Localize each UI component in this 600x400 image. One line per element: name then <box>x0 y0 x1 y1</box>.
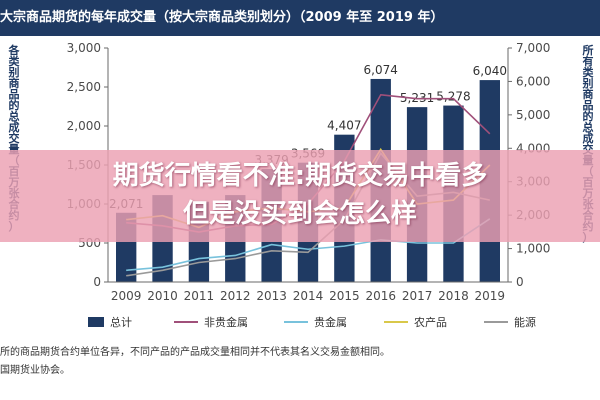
chart-legend: 总计 非贵金属 贵金属 农产品 能源 <box>88 312 598 334</box>
note-line-1: 所的商品期货合约单位各异，不同产品的产品成交量相同并不代表其名义交易金额相同。 <box>0 347 390 358</box>
legend-label: 农产品 <box>414 316 447 329</box>
x-tick-label: 2018 <box>438 289 469 303</box>
x-tick-label: 2016 <box>365 289 396 303</box>
overlay-banner: 期货行情看不准:期货交易中看多 但是没买到会怎么样 <box>0 150 600 242</box>
legend-item: 农产品 <box>384 314 447 330</box>
right-tick-label: 1,000 <box>516 242 550 256</box>
x-tick-label: 2010 <box>147 289 178 303</box>
legend-swatch <box>284 321 308 323</box>
right-tick-label: 0 <box>516 275 524 289</box>
legend-item: 贵金属 <box>284 314 347 330</box>
legend-label: 能源 <box>514 316 536 329</box>
x-tick-label: 2014 <box>293 289 324 303</box>
x-axis: 2009 2010 2011 2012 2013 2014 2015 2016 2017 2018… <box>108 281 508 303</box>
x-tick-label: 2012 <box>220 289 251 303</box>
bar-value-label: 5,278 <box>436 90 470 104</box>
banner-line-1: 期货行情看不准:期货交易中看多 <box>112 161 488 191</box>
x-tick-label: 2017 <box>402 289 433 303</box>
x-tick-label: 2015 <box>329 289 360 303</box>
x-tick-label: 2013 <box>256 289 287 303</box>
chart-title: 大宗商品期货的每年成交量（按大宗商品类别划分）（2009 年至 2019 年） <box>0 10 444 25</box>
legend-label: 贵金属 <box>314 316 347 329</box>
legend-label: 总计 <box>110 316 132 329</box>
legend-swatch <box>384 321 408 323</box>
left-tick-label: 2,500 <box>67 80 101 94</box>
right-tick-label: 5,000 <box>516 108 550 122</box>
left-tick-label: 3,000 <box>67 41 101 55</box>
legend-item: 总计 <box>88 314 132 330</box>
legend-label: 非贵金属 <box>204 316 248 329</box>
right-tick-label: 6,000 <box>516 74 550 88</box>
x-tick-label: 2009 <box>111 289 142 303</box>
x-tick-label: 2019 <box>475 289 506 303</box>
bar-value-label: 4,407 <box>327 119 361 133</box>
legend-swatch <box>484 321 508 323</box>
legend-item: 能源 <box>484 314 536 330</box>
legend-swatch <box>88 317 104 327</box>
note-line-2: 国期货业协会。 <box>0 365 70 376</box>
bar-value-label: 6,074 <box>364 63 398 77</box>
bar-value-label: 6,040 <box>473 64 507 78</box>
right-tick-label: 7,000 <box>516 41 550 55</box>
legend-item: 非贵金属 <box>174 314 248 330</box>
chart-title-bar: 大宗商品期货的每年成交量（按大宗商品类别划分）（2009 年至 2019 年） <box>0 0 600 36</box>
chart-notes: 所的商品期货合约单位各异，不同产品的产品成交量相同并不代表其名义交易金额相同。 … <box>0 344 600 380</box>
x-tick-label: 2011 <box>184 289 215 303</box>
legend-swatch <box>174 321 198 323</box>
line-贵金属 <box>126 218 491 272</box>
banner-line-2: 但是没买到会怎么样 <box>182 199 417 229</box>
left-tick-label: 0 <box>93 275 101 289</box>
left-tick-label: 2,000 <box>67 119 101 133</box>
